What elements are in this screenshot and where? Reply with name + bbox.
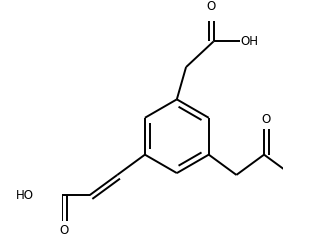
Text: OH: OH xyxy=(240,35,259,48)
Text: O: O xyxy=(262,113,271,126)
Text: O: O xyxy=(60,224,69,237)
Text: HO: HO xyxy=(16,189,34,202)
Text: O: O xyxy=(207,0,216,13)
